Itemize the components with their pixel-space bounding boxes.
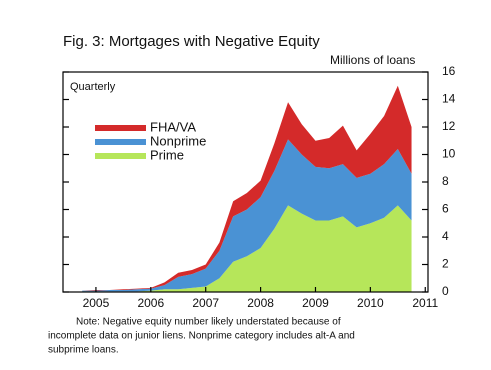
annotation: Quarterly: [70, 81, 116, 93]
x-tick-label: 2011: [412, 296, 438, 310]
y-tick-label: 14: [442, 92, 456, 106]
area: [82, 205, 412, 292]
y-tick-label: 2: [442, 257, 449, 271]
chart-title: Fig. 3: Mortgages with Negative Equity: [63, 33, 320, 50]
legend-label: FHA/VA: [150, 119, 196, 134]
legend-label: Prime: [150, 147, 184, 162]
x-tick-label: 2009: [302, 296, 329, 310]
x-tick-label: 2007: [192, 296, 219, 310]
note: Note: Negative equity number likely unde…: [76, 317, 341, 328]
x-tick-label: 2010: [357, 296, 384, 310]
note: subprime loans.: [48, 345, 119, 356]
x-tick-label: 2006: [137, 296, 164, 310]
area: [82, 139, 412, 292]
y-tick-label: 4: [442, 229, 449, 243]
y-axis-label: Millions of loans: [330, 53, 415, 67]
y-tick-label: 8: [442, 174, 449, 188]
legend-label: Nonprime: [150, 133, 206, 148]
y-tick-label: 16: [442, 64, 456, 78]
y-tick-label: 10: [442, 147, 456, 161]
x-tick-label: 2008: [247, 296, 274, 310]
y-tick-label: 12: [442, 119, 456, 133]
note: incomplete data on junior liens. Nonprim…: [48, 331, 355, 342]
y-tick-label: 6: [442, 202, 449, 216]
x-tick-label: 2005: [83, 296, 110, 310]
y-tick-label: 0: [442, 284, 449, 298]
